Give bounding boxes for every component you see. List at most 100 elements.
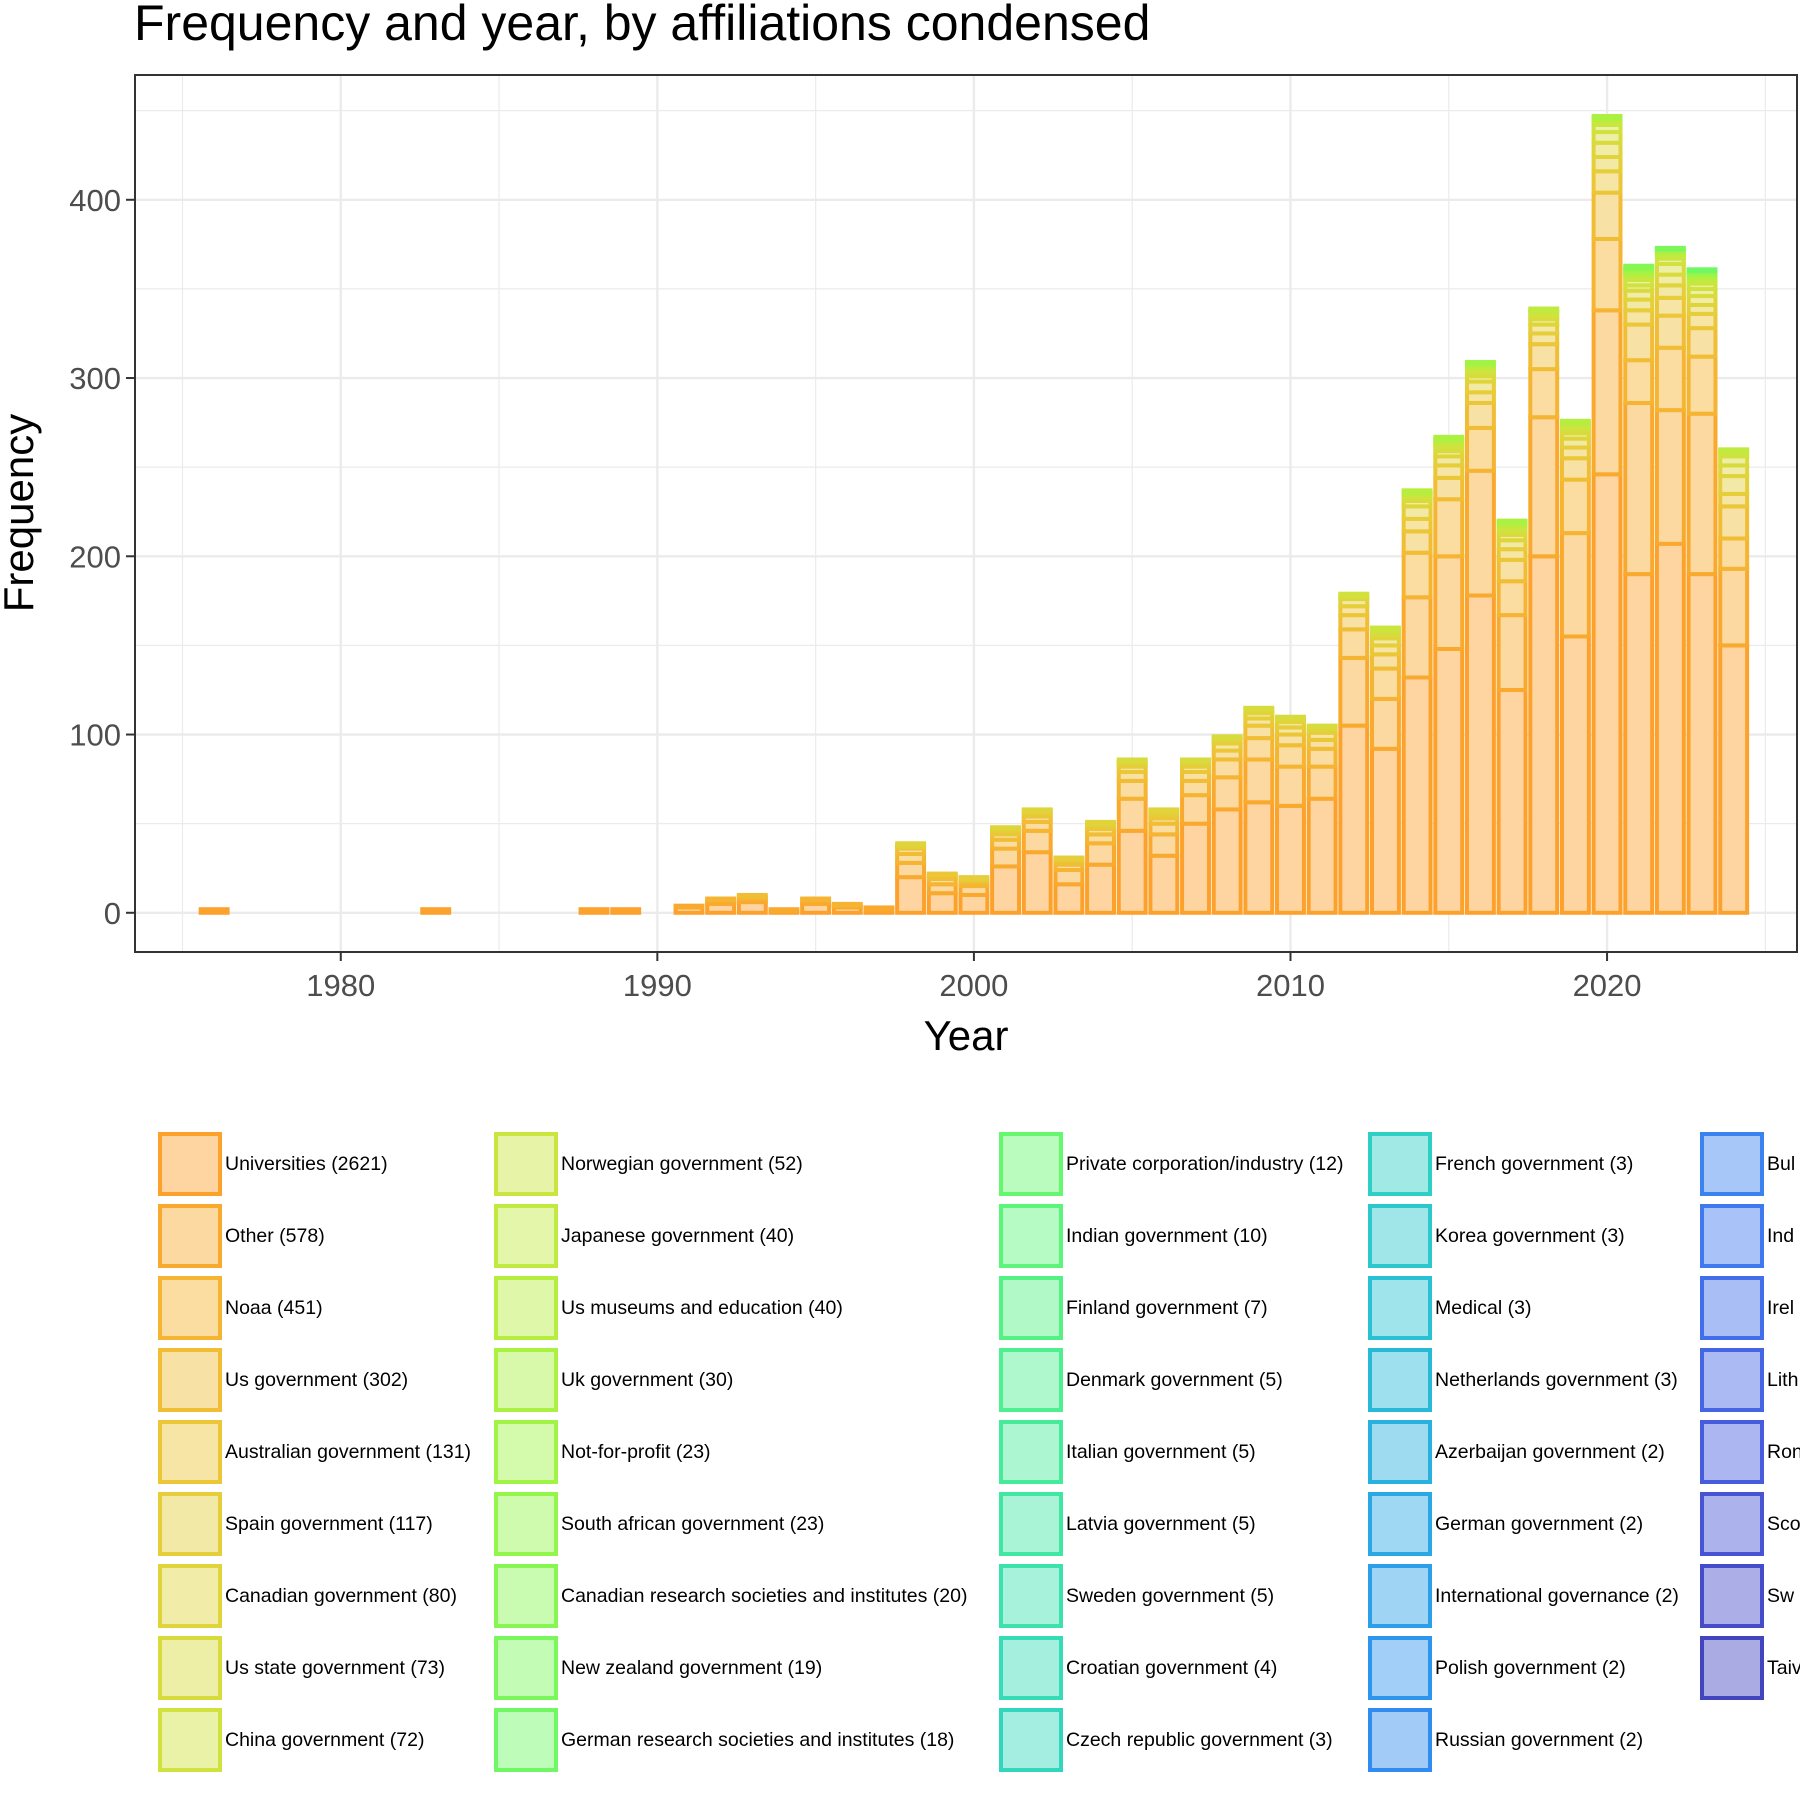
legend-label: Croatian government (4) xyxy=(1066,1656,1278,1679)
legend-label: Japanese government (40) xyxy=(561,1224,795,1247)
legend-item: Italian government (5) xyxy=(999,1416,1256,1488)
legend-label: French government (3) xyxy=(1435,1152,1634,1175)
bar-segment xyxy=(1686,411,1718,577)
legend-item: Azerbaijan government (2) xyxy=(1368,1416,1665,1488)
bar-segment xyxy=(1591,113,1623,120)
legend-key-swatch xyxy=(494,1564,558,1628)
legend-key-swatch xyxy=(494,1348,558,1412)
legend-label: German research societies and institutes… xyxy=(561,1728,955,1751)
legend-label: Universities (2621) xyxy=(225,1152,388,1175)
bar-segment xyxy=(1623,400,1655,577)
legend-key-swatch xyxy=(1368,1420,1432,1484)
legend-label: Italian government (5) xyxy=(1066,1440,1256,1463)
bar-segment xyxy=(1370,746,1401,915)
legend-item: Ind xyxy=(1700,1200,1794,1272)
legend-label: International governance (2) xyxy=(1435,1584,1679,1607)
legend-key-swatch xyxy=(999,1276,1063,1340)
legend-label: Sco xyxy=(1767,1512,1800,1535)
legend-label: Not-for-profit (23) xyxy=(561,1440,711,1463)
bar-segment xyxy=(610,907,642,915)
legend-item: Norwegian government (52) xyxy=(494,1128,803,1200)
bar-segment xyxy=(1243,800,1275,915)
legend-key-swatch xyxy=(494,1204,558,1268)
bar-segment xyxy=(1686,267,1718,274)
bar-segment xyxy=(1116,796,1148,833)
bar-segment xyxy=(1148,807,1180,814)
legend-key-swatch xyxy=(1368,1132,1432,1196)
legend-item: Australian government (131) xyxy=(158,1416,471,1488)
bar-segment xyxy=(1338,627,1370,660)
legend-item: Denmark government (5) xyxy=(999,1344,1283,1416)
legend-key-swatch xyxy=(158,1348,222,1412)
legend-item: Russian government (2) xyxy=(1368,1704,1643,1776)
legend-label: Norwegian government (52) xyxy=(561,1152,803,1175)
legend-item: South african government (23) xyxy=(494,1488,824,1560)
bar-segment xyxy=(1654,408,1686,546)
bar-segment xyxy=(1211,775,1243,812)
legend-key-swatch xyxy=(494,1276,558,1340)
legend-item: Canadian government (80) xyxy=(158,1560,457,1632)
legend-key-swatch xyxy=(1368,1276,1432,1340)
legend-label: Finland government (7) xyxy=(1066,1296,1268,1319)
legend-item: Sco xyxy=(1700,1488,1800,1560)
legend-label: Bul xyxy=(1767,1152,1796,1175)
bar-segment xyxy=(1148,853,1180,915)
legend-item: Us state government (73) xyxy=(158,1632,445,1704)
bar-segment xyxy=(1528,306,1560,313)
legend-label: Ind xyxy=(1767,1224,1795,1247)
bar-segment xyxy=(1591,308,1623,477)
legend-label: Australian government (131) xyxy=(225,1440,472,1463)
bar-segment xyxy=(1718,447,1750,454)
legend-key-swatch xyxy=(999,1708,1063,1772)
legend-label: Taiv xyxy=(1767,1656,1800,1679)
y-axis-title: Frequency xyxy=(0,414,42,612)
bar-segment xyxy=(1654,313,1686,350)
legend-item: Canadian research societies and institut… xyxy=(494,1560,967,1632)
bar-segment xyxy=(420,907,452,915)
legend-item: Ron xyxy=(1700,1416,1800,1488)
legend-label: Noaa (451) xyxy=(225,1296,323,1319)
legend-label: Sw xyxy=(1767,1584,1795,1607)
y-tick-label: 100 xyxy=(69,718,121,753)
bar-segment xyxy=(1401,488,1433,495)
legend-key-swatch xyxy=(999,1636,1063,1700)
y-tick-label: 300 xyxy=(69,361,121,396)
legend-label: Us museums and education (40) xyxy=(561,1296,843,1319)
bar-segment xyxy=(1433,434,1465,441)
bar-segment xyxy=(1085,819,1116,826)
y-tick-label: 400 xyxy=(69,183,121,218)
legend-label: Us government (302) xyxy=(225,1368,409,1391)
bar-segment xyxy=(1243,705,1275,712)
bar-segment xyxy=(1275,714,1306,721)
legend-key-swatch xyxy=(1368,1204,1432,1268)
legend-key-swatch xyxy=(158,1420,222,1484)
legend-key-swatch xyxy=(1700,1204,1764,1268)
legend-item: Netherlands government (3) xyxy=(1368,1344,1678,1416)
legend-item: German government (2) xyxy=(1368,1488,1643,1560)
bar-segment xyxy=(1623,358,1655,405)
bar-segment xyxy=(1464,359,1496,366)
legend-label: Lith xyxy=(1767,1368,1799,1391)
bar-segment xyxy=(831,901,863,908)
bar-segment xyxy=(1496,579,1528,618)
bar-segment xyxy=(1559,418,1591,425)
legend-key-swatch xyxy=(999,1132,1063,1196)
bar-segment xyxy=(1433,554,1465,651)
bar-segment xyxy=(1370,625,1401,632)
bar-segment xyxy=(863,905,895,912)
legend-key-swatch xyxy=(1368,1492,1432,1556)
legend-label: South african government (23) xyxy=(561,1512,825,1535)
legend-item: Other (578) xyxy=(158,1200,325,1272)
legend-item: China government (72) xyxy=(158,1704,424,1776)
bar-segment xyxy=(705,896,737,903)
legend-label: Spain government (117) xyxy=(225,1512,433,1535)
legend-key-swatch xyxy=(158,1564,222,1628)
legend-label: Private corporation/industry (12) xyxy=(1066,1152,1344,1175)
legend-item: Latvia government (5) xyxy=(999,1488,1256,1560)
legend-item: Uk government (30) xyxy=(494,1344,733,1416)
y-tick-label: 0 xyxy=(104,896,121,931)
bar-segment xyxy=(800,896,832,903)
legend-key-swatch xyxy=(1368,1636,1432,1700)
x-axis-title: Year xyxy=(924,1012,1009,1059)
legend-item: French government (3) xyxy=(1368,1128,1633,1200)
